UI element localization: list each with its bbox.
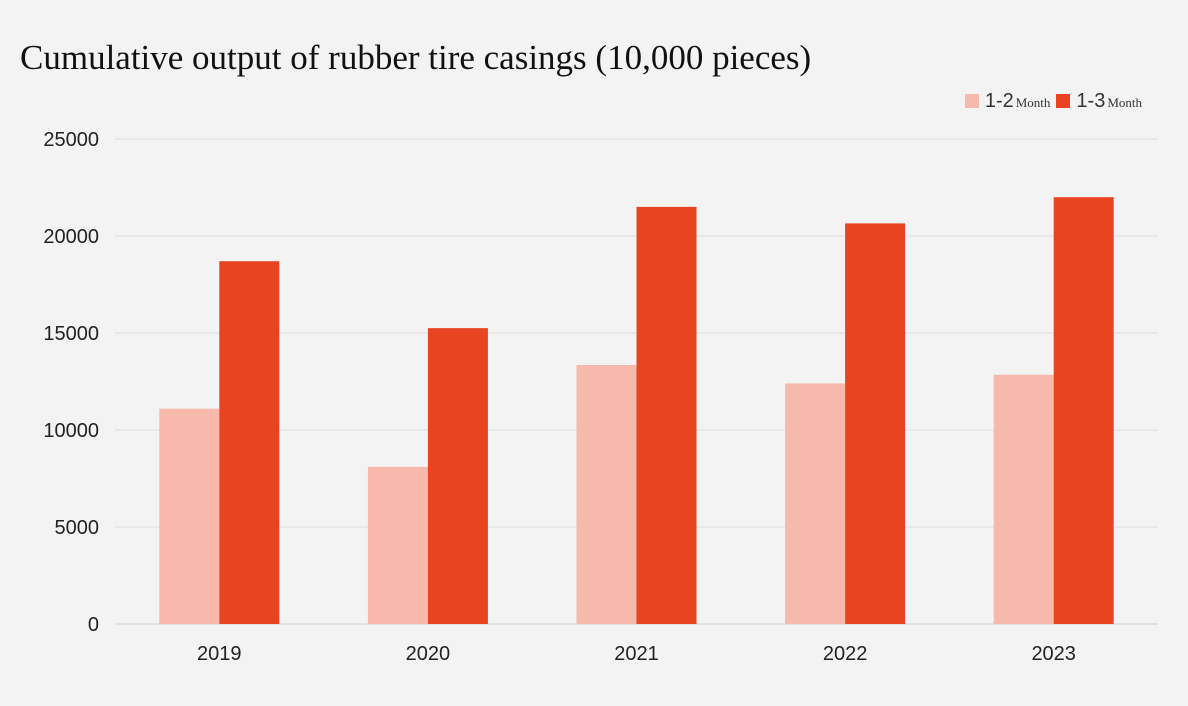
y-tick-label: 5000 [55,517,100,539]
legend-swatch-series-1 [964,94,979,108]
y-tick-label: 15000 [43,323,99,345]
x-tick-label: 2022 [823,643,868,665]
bar-series-1-2020 [367,466,428,624]
legend-sublabel-series-1: Month [1015,95,1051,110]
x-tick-label: 2023 [1031,643,1076,665]
bar-series-2-2022 [845,223,906,624]
legend-label-series-1: 1-2 [984,90,1014,112]
y-tick-label: 0 [88,614,99,636]
bar-series-1-2023 [993,374,1054,624]
y-tick-label: 20000 [43,226,99,248]
bar-series-1-2021 [576,365,637,624]
x-tick-label: 2021 [614,643,659,665]
x-tick-label: 2020 [406,643,451,665]
bar-series-2-2023 [1053,197,1114,624]
y-tick-label: 10000 [43,420,99,442]
chart-title: Cumulative output of rubber tire casings… [20,38,812,77]
bar-series-1-2019 [159,408,220,624]
bar-series-2-2019 [219,261,280,624]
legend-sublabel-series-2: Month [1107,95,1142,110]
legend: 1-2 Month 1-3 Month [959,90,1142,113]
bar-series-1-2022 [785,383,846,624]
y-tick-label: 25000 [43,129,99,151]
bar-series-2-2020 [427,328,488,624]
legend-item-series-2: 1-3 Month [1056,90,1142,113]
legend-item-series-1: 1-2 Month [964,90,1051,113]
legend-swatch-series-2 [1056,94,1071,108]
x-tick-label: 2019 [197,643,242,665]
bar-series-2-2021 [636,206,697,624]
legend-label-series-2: 1-3 [1076,90,1106,112]
